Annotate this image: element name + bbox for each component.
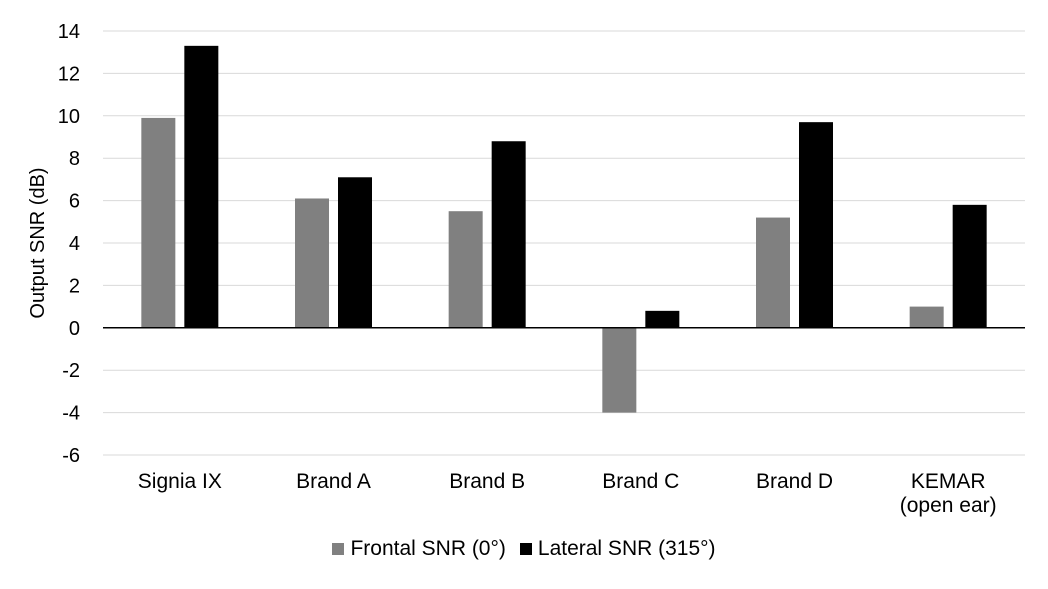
- x-category-label: Brand A: [296, 470, 371, 493]
- x-category-label: Signia IX: [138, 470, 222, 493]
- y-tick-label: 2: [69, 275, 80, 297]
- bar-frontal: [448, 211, 483, 328]
- y-tick-label: -2: [62, 360, 80, 382]
- x-category-label: KEMAR: [911, 470, 986, 493]
- y-tick-label: 4: [69, 233, 80, 255]
- y-axis-title: Output SNR (dB): [27, 167, 49, 318]
- bar-lateral: [952, 204, 987, 328]
- bar-lateral: [799, 122, 833, 328]
- legend-swatch-lateral: [519, 543, 532, 555]
- gridlines: [103, 30, 1025, 456]
- x-category-label: Brand C: [602, 470, 679, 493]
- y-tick-label: 12: [58, 63, 80, 85]
- y-axis-tick-labels: 14 12 10 8 6 4 2 0 -2 -4 -6: [58, 21, 80, 467]
- x-category-label: Brand B: [449, 470, 525, 493]
- x-category-label: Brand D: [756, 470, 833, 493]
- bar-lateral: [338, 177, 372, 328]
- bar-lateral: [184, 45, 219, 328]
- bar-frontal: [602, 327, 637, 413]
- x-category-label: (open ear): [900, 494, 997, 517]
- y-tick-label: 10: [58, 106, 80, 128]
- bar-frontal: [909, 306, 944, 328]
- legend-label-frontal: Frontal SNR (0°): [350, 537, 506, 560]
- legend-item-lateral: Lateral SNR (315°): [519, 537, 716, 561]
- bar-frontal: [756, 217, 790, 328]
- x-axis-category-labels: Signia IX Brand A Brand B Brand C Brand D KEM…: [138, 470, 997, 517]
- legend-swatch-frontal: [332, 543, 345, 555]
- bar-frontal: [141, 117, 176, 328]
- y-tick-label: -4: [62, 403, 80, 425]
- y-tick-label: -6: [62, 445, 80, 467]
- y-tick-label: 14: [58, 21, 80, 43]
- bar-lateral: [645, 310, 680, 328]
- legend-label-lateral: Lateral SNR (315°): [537, 537, 716, 560]
- y-tick-label: 6: [69, 191, 80, 213]
- y-tick-label: 0: [69, 318, 80, 340]
- bars: [141, 45, 987, 413]
- y-tick-label: 8: [69, 148, 80, 170]
- bar-frontal: [295, 198, 329, 328]
- bar-lateral: [491, 141, 526, 328]
- legend-item-frontal: Frontal SNR (0°): [332, 537, 506, 561]
- legend: Frontal SNR (0°) Lateral SNR (315°): [0, 537, 1048, 561]
